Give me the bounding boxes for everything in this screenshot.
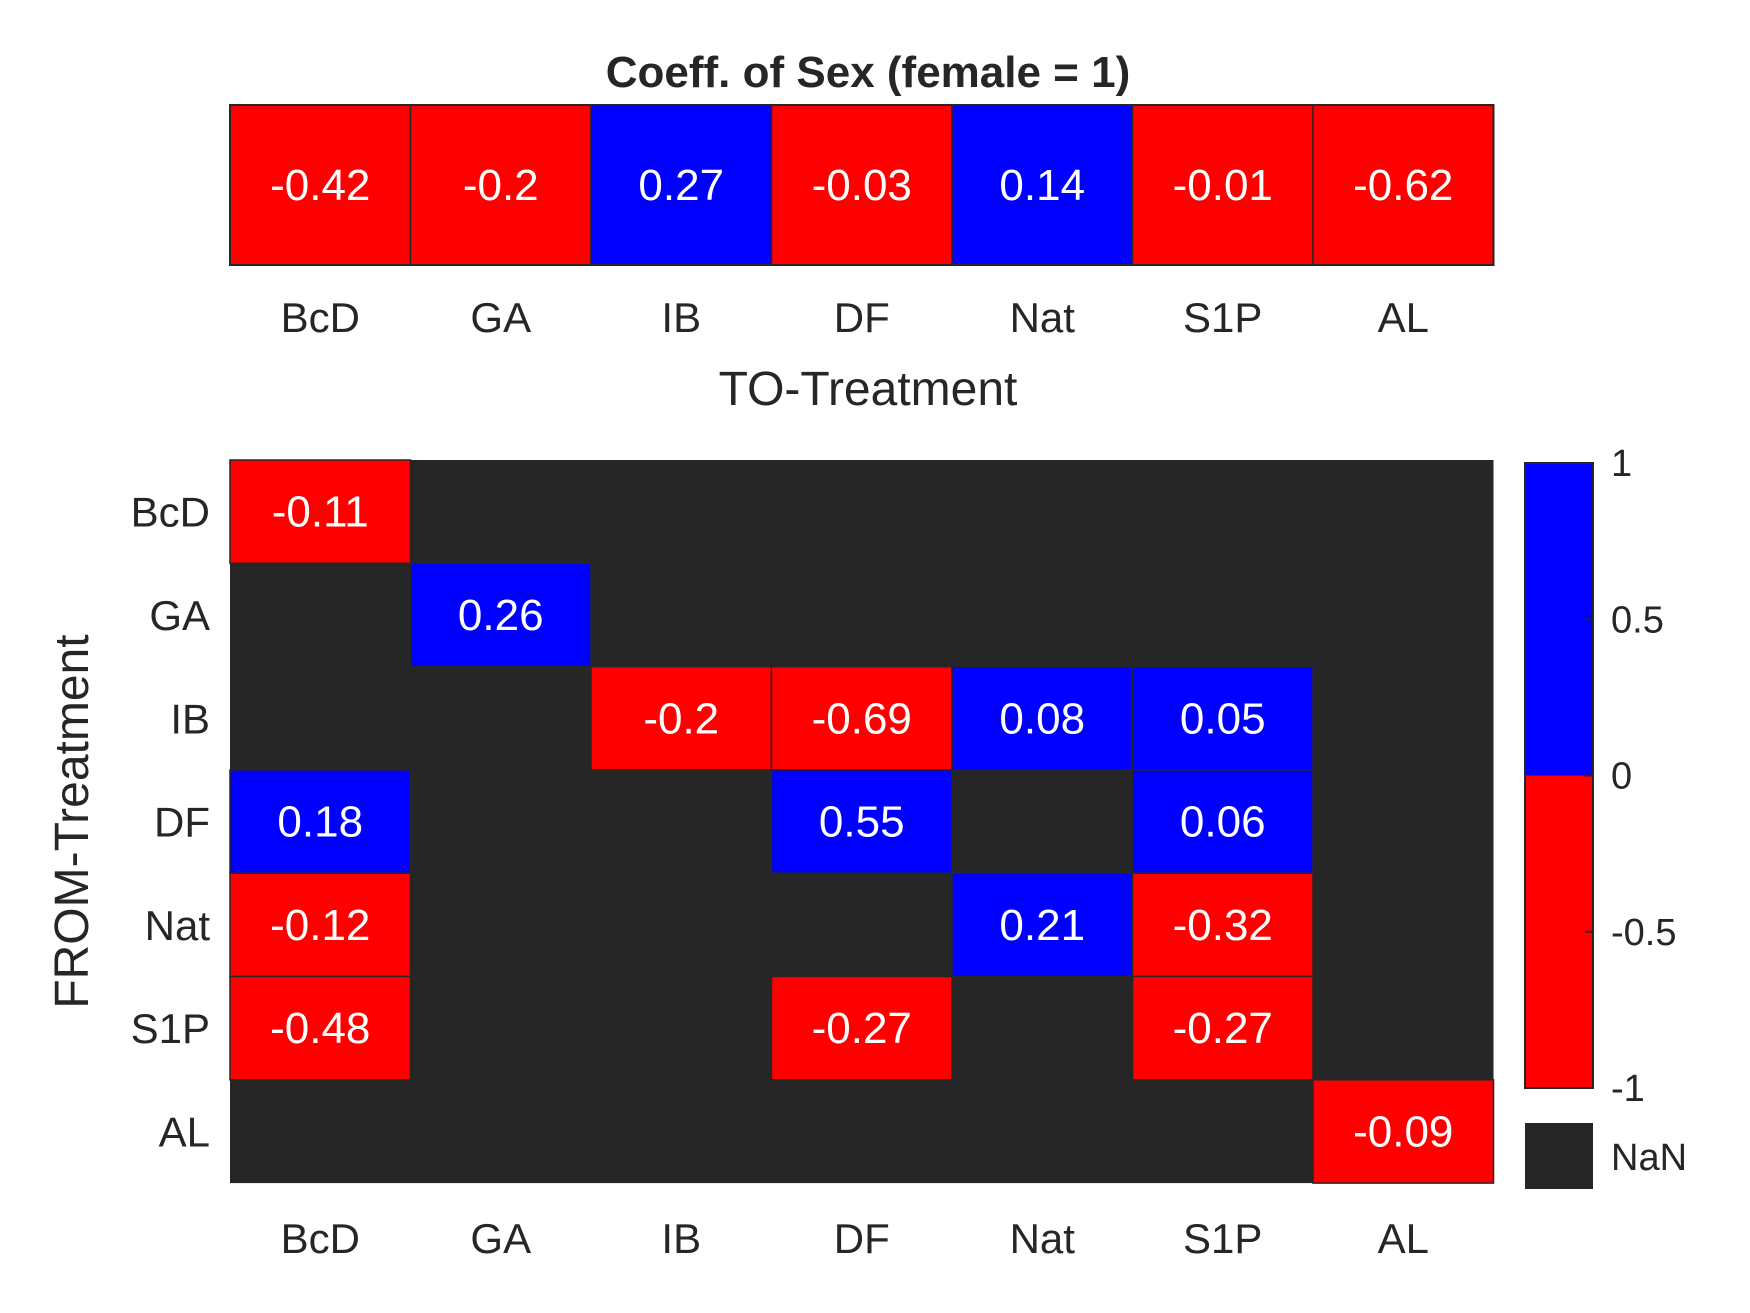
top-x-tick-IB: IB — [661, 294, 701, 341]
matrix-cell-value-DF-BcD: 0.18 — [277, 798, 363, 847]
bottom-x-tick-S1P: S1P — [1183, 1215, 1262, 1262]
matrix-cell-DF-DF — [770, 769, 953, 874]
bottom-y-tick-GA: GA — [149, 592, 210, 639]
sex-coefficient-panel: Coeff. of Sex (female = 1) -0.42 -0.2 0.27… — [229, 48, 1495, 416]
colorbar-tick-label: 0 — [1611, 756, 1632, 798]
top-x-axis-label: TO-Treatment — [719, 363, 1018, 416]
matrix-cell-IB-DF — [770, 665, 953, 771]
colorbar-tick-label: 0.5 — [1611, 599, 1664, 641]
matrix-cell-value-S1P-DF: -0.27 — [812, 1004, 912, 1053]
top-panel-frame — [229, 104, 1495, 266]
matrix-cell-IB-IB — [590, 665, 773, 771]
bottom-y-tick-S1P: S1P — [131, 1005, 210, 1052]
bottom-x-tick-BcD: BcD — [281, 1215, 360, 1262]
matrix-cell-Nat-BcD — [229, 872, 412, 978]
colorbar-tick-label: -1 — [1611, 1068, 1645, 1110]
matrix-cell-Nat-Nat — [951, 872, 1134, 978]
top-cell-value-Nat: 0.14 — [999, 161, 1085, 210]
top-x-tick-BcD: BcD — [281, 294, 360, 341]
top-cell-value-DF: -0.03 — [812, 161, 912, 210]
matrix-cell-S1P-BcD — [229, 975, 412, 1081]
colorbar: 1 0.5 0 -0.5 -1 NaN — [1524, 443, 1687, 1189]
matrix-cell-S1P-DF — [770, 975, 953, 1081]
matrix-cell-value-AL-AL: -0.09 — [1353, 1107, 1453, 1156]
top-cell-DF — [770, 104, 953, 266]
matrix-cell-value-IB-S1P: 0.05 — [1180, 694, 1266, 743]
bottom-x-tick-Nat: Nat — [1010, 1215, 1076, 1262]
top-x-tick-S1P: S1P — [1183, 294, 1262, 341]
top-cell-value-BcD: -0.42 — [270, 161, 370, 210]
nan-legend-label: NaN — [1611, 1137, 1687, 1179]
top-chart-title: Coeff. of Sex (female = 1) — [606, 48, 1130, 97]
matrix-cell-value-DF-DF: 0.55 — [819, 798, 905, 847]
matrix-cell-value-S1P-BcD: -0.48 — [270, 1004, 370, 1053]
matrix-cell-value-Nat-S1P: -0.32 — [1173, 901, 1273, 950]
bottom-y-tick-BcD: BcD — [131, 489, 210, 536]
matrix-cell-IB-Nat — [951, 665, 1134, 771]
bottom-y-tick-labels: BcD GA IB DF Nat S1P AL — [131, 489, 211, 1156]
top-cell-value-S1P: -0.01 — [1173, 161, 1273, 210]
bottom-x-tick-labels: BcD GA IB DF Nat S1P AL — [281, 1215, 1429, 1262]
matrix-cell-AL-AL — [1312, 1079, 1495, 1184]
bottom-y-tick-AL: AL — [159, 1108, 210, 1155]
matrix-cell-GA-GA — [409, 562, 592, 668]
bottom-x-tick-DF: DF — [834, 1215, 890, 1262]
matrix-cell-S1P-S1P — [1131, 975, 1314, 1081]
top-x-tick-GA: GA — [470, 294, 531, 341]
matrix-cell-IB-S1P — [1131, 665, 1314, 771]
bottom-x-tick-AL: AL — [1378, 1215, 1429, 1262]
top-heatmap-cells: -0.42 -0.2 0.27 -0.03 0.14 -0.01 -0.62 — [229, 104, 1495, 266]
nan-legend-swatch — [1525, 1123, 1593, 1189]
matrix-heatmap-cells: -0.11 0.26 -0.2 -0.69 0.08 0.05 0.18 0.55 0.06 -0… — [229, 459, 1495, 1184]
top-x-tick-AL: AL — [1378, 294, 1429, 341]
matrix-cell-value-Nat-Nat: 0.21 — [999, 901, 1085, 950]
bottom-y-tick-Nat: Nat — [145, 902, 211, 949]
top-cell-value-GA: -0.2 — [463, 161, 539, 210]
top-x-tick-DF: DF — [834, 294, 890, 341]
bottom-x-tick-IB: IB — [661, 1215, 701, 1262]
bottom-y-tick-DF: DF — [154, 799, 210, 846]
colorbar-positive-segment — [1525, 463, 1593, 776]
transition-matrix-panel: -0.11 0.26 -0.2 -0.69 0.08 0.05 0.18 0.55 0.06 -0… — [46, 459, 1495, 1262]
colorbar-tick-label: 1 — [1611, 443, 1632, 485]
top-x-tick-Nat: Nat — [1010, 294, 1076, 341]
top-cell-value-IB: 0.27 — [638, 161, 724, 210]
matrix-cell-BcD-BcD — [229, 459, 412, 565]
bottom-y-tick-IB: IB — [170, 695, 210, 742]
top-cell-AL — [1312, 104, 1495, 266]
colorbar-negative-segment — [1525, 775, 1593, 1088]
top-cell-value-AL: -0.62 — [1353, 161, 1453, 210]
matrix-cell-value-S1P-S1P: -0.27 — [1173, 1004, 1273, 1053]
matrix-cell-value-GA-GA: 0.26 — [458, 591, 544, 640]
top-x-tick-labels: BcD GA IB DF Nat S1P AL — [281, 294, 1429, 341]
bottom-x-tick-GA: GA — [470, 1215, 531, 1262]
matrix-cell-value-Nat-BcD: -0.12 — [270, 901, 370, 950]
colorbar-tick-label: -0.5 — [1611, 912, 1676, 954]
matrix-cell-value-DF-S1P: 0.06 — [1180, 798, 1266, 847]
matrix-cell-Nat-S1P — [1131, 872, 1314, 978]
colorbar-ticks: 1 0.5 0 -0.5 -1 — [1585, 443, 1676, 1110]
matrix-cell-value-IB-IB: -0.2 — [643, 694, 719, 743]
matrix-cell-value-BcD-BcD: -0.11 — [272, 488, 369, 537]
bottom-y-axis-label: FROM-Treatment — [46, 634, 99, 1008]
matrix-cell-value-IB-Nat: 0.08 — [999, 694, 1085, 743]
matrix-cell-value-IB-DF: -0.69 — [812, 694, 912, 743]
